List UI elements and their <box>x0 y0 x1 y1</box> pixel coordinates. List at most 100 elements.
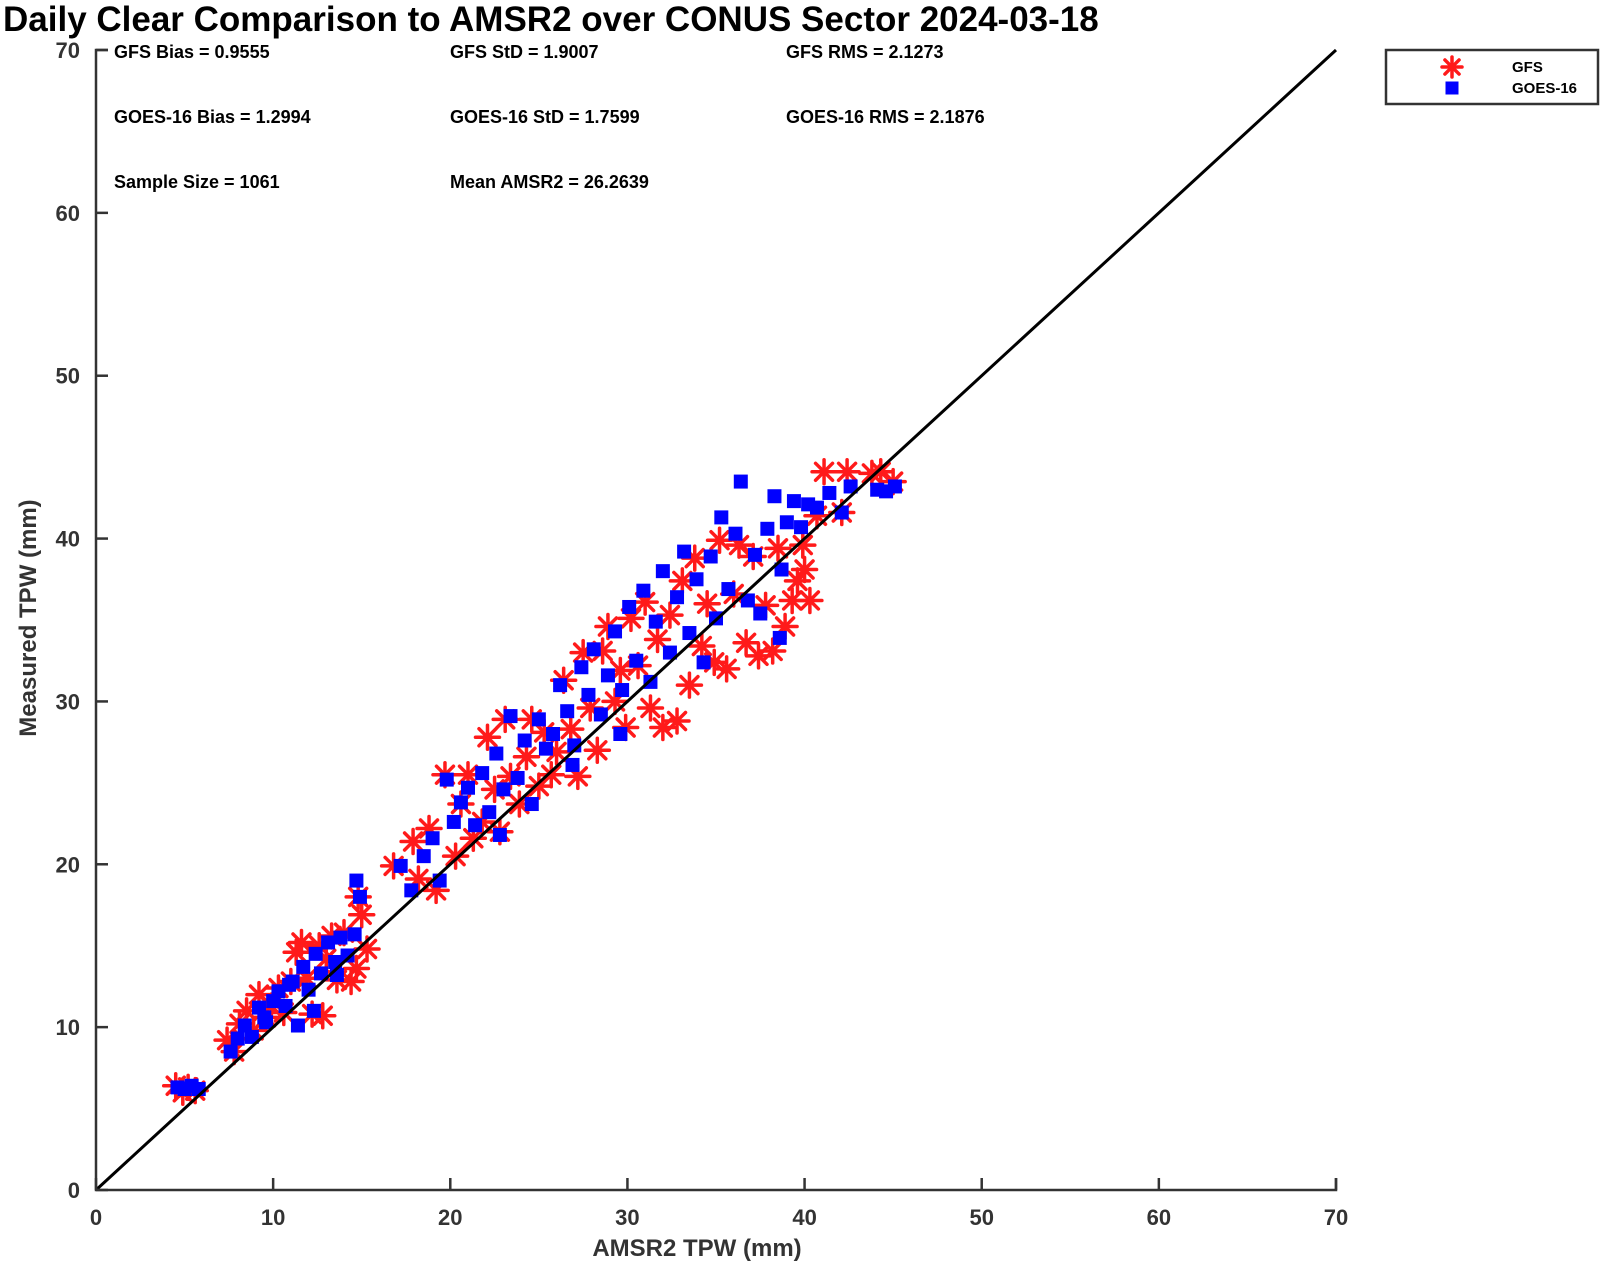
stat-text: GFS RMS = 2.1273 <box>786 42 944 62</box>
goes-16-point <box>613 727 628 741</box>
legend-label: GFS <box>1512 59 1543 76</box>
gfs-point <box>810 458 838 486</box>
goes-16-point <box>753 606 768 621</box>
goes-16-point <box>416 849 431 864</box>
series-goes-16 <box>170 474 902 1097</box>
y-axis-label: Measured TPW (mm) <box>15 499 42 736</box>
goes-16-point <box>425 831 440 846</box>
x-tick-label: 40 <box>792 1205 816 1230</box>
goes-16-point <box>682 626 697 641</box>
goes-16-point <box>308 946 323 961</box>
goes-16-point <box>244 1029 259 1044</box>
goes-16-point <box>622 599 637 614</box>
goes-16-point <box>546 727 561 741</box>
goes-16-point <box>714 510 729 525</box>
stat-text: Mean AMSR2 = 26.2639 <box>450 172 649 192</box>
legend-marker-gfs <box>1440 55 1464 79</box>
stat-text: Sample Size = 1061 <box>114 172 280 192</box>
axis-ticks: 0 10 20 30 40 50 60 70 0 10 20 30 40 50 60 70 <box>56 38 1349 1230</box>
statistics-block: GFS Bias = 0.9555 GFS StD = 1.9007 GFS RMS… <box>114 42 985 192</box>
y-tick-label: 40 <box>56 527 80 552</box>
goes-16-point <box>677 544 692 559</box>
y-tick-label: 0 <box>68 1178 80 1203</box>
y-tick-label: 10 <box>56 1015 80 1040</box>
goes-16-point <box>772 630 787 645</box>
goes-16-point <box>636 583 651 598</box>
gfs-point <box>347 901 376 929</box>
goes-16-point <box>655 564 670 579</box>
goes-16-point <box>740 593 755 608</box>
goes-16-point <box>728 526 743 541</box>
gfs-point <box>636 694 665 722</box>
x-tick-label: 50 <box>969 1205 993 1230</box>
goes-16-point <box>774 562 789 577</box>
x-tick-label: 0 <box>90 1205 102 1230</box>
goes-16-point <box>767 489 782 504</box>
legend-items: GFS GOES-16 <box>1440 55 1577 97</box>
goes-16-point <box>306 1003 321 1018</box>
goes-16-point <box>629 653 644 668</box>
goes-16-point <box>453 795 468 810</box>
gfs-point <box>764 534 792 563</box>
goes-16-point <box>524 797 539 812</box>
goes-16-point <box>278 998 293 1013</box>
goes-16-point <box>489 746 504 761</box>
goes-16-point <box>887 479 902 494</box>
legend-box <box>1384 48 1600 106</box>
goes-16-point <box>593 707 608 722</box>
goes-16-point <box>843 479 858 494</box>
stat-text: GOES-16 Bias = 1.2994 <box>114 107 311 127</box>
goes-16-point <box>560 704 575 719</box>
goes-16-point <box>510 770 525 785</box>
gfs-point <box>656 601 684 629</box>
y-tick-label: 70 <box>56 38 80 63</box>
stat-text: GOES-16 RMS = 2.1876 <box>786 107 985 127</box>
goes-16-point <box>313 966 328 981</box>
goes-16-point <box>482 805 497 820</box>
y-tick-label: 50 <box>56 364 80 389</box>
goes-16-point <box>468 818 483 833</box>
goes-16-point <box>615 683 630 698</box>
data-points <box>161 458 907 1107</box>
x-axis-label: AMSR2 TPW (mm) <box>592 1235 801 1262</box>
goes-16-point <box>347 927 362 942</box>
goes-16-point <box>794 520 809 535</box>
y-tick-label: 20 <box>56 852 80 877</box>
goes-16-point <box>439 772 454 787</box>
goes-16-point <box>662 645 677 660</box>
gfs-point <box>556 715 585 743</box>
gfs-point <box>744 642 773 670</box>
goes-16-point <box>531 712 546 727</box>
goes-16-point <box>352 889 367 904</box>
x-tick-label: 20 <box>438 1205 462 1230</box>
goes-16-point <box>230 1031 245 1046</box>
y-tick-label: 60 <box>56 201 80 226</box>
goes-16-point <box>290 1018 305 1033</box>
goes-16-point <box>461 780 475 795</box>
gfs-point <box>441 842 470 870</box>
x-tick-label: 60 <box>1147 1205 1171 1230</box>
stat-text: GOES-16 StD = 1.7599 <box>450 107 640 127</box>
stat-text: GFS Bias = 0.9555 <box>114 42 270 62</box>
goes-16-point <box>696 655 711 670</box>
goes-16-point <box>257 1010 272 1025</box>
x-tick-label: 30 <box>615 1205 639 1230</box>
gfs-point <box>583 736 612 765</box>
goes-16-point <box>271 984 286 999</box>
goes-16-point <box>822 485 837 500</box>
gfs-point <box>287 928 316 957</box>
goes-16-point <box>703 549 718 564</box>
gfs-point <box>675 671 704 699</box>
gfs-point <box>712 655 741 683</box>
goes-16-point <box>648 614 663 629</box>
goes-16-point <box>538 741 553 756</box>
legend-marker-goes-16 <box>1445 81 1459 95</box>
goes-16-point <box>475 766 490 781</box>
goes-16-point <box>503 709 518 724</box>
goes-16-point <box>565 757 580 772</box>
gfs-point <box>512 743 541 771</box>
x-tick-label: 10 <box>261 1205 285 1230</box>
goes-16-point <box>809 500 824 515</box>
goes-16-point <box>492 827 507 842</box>
